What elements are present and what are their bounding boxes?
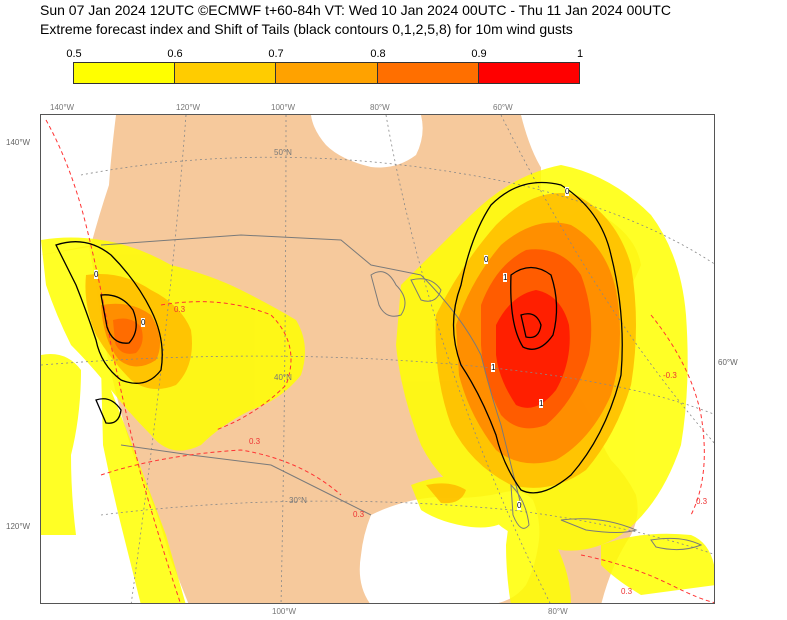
colorbar-tick-1: 1 [576, 48, 584, 60]
top-lon-label-100w: 100°W [271, 103, 296, 112]
map-svg [41, 115, 714, 603]
grid-lat-30n [100, 500, 714, 555]
colorbar-tick-0-6: 0.6 [167, 48, 183, 60]
sot-contour-west [55, 241, 163, 384]
sot-contour-core [520, 313, 542, 339]
grid-lon-80w [385, 115, 551, 603]
efi-yellow-south [506, 505, 571, 603]
grid-lon-60w [500, 115, 714, 444]
top-lon-label-140w: 140°W [50, 103, 75, 112]
efi-contour-west [45, 119, 181, 603]
sot-contour-east-outer [452, 181, 623, 494]
lat-label-40n: 40°N [274, 373, 292, 382]
coastlines [100, 234, 703, 551]
colorbar-tick-0-7: 0.7 [268, 48, 284, 60]
colorbar-segment-1 [73, 62, 175, 84]
efi-red-west [113, 318, 143, 354]
sot-contour-label: 0 [565, 187, 570, 196]
top-lon-label-60w: 60°W [493, 103, 513, 112]
efi-contour-interior [160, 301, 292, 431]
efi-dashed-contours [45, 119, 714, 603]
lat-label-50n: 50°N [274, 148, 292, 157]
colorbar-tick-0-9: 0.9 [471, 48, 487, 60]
colorbar-segment-4 [377, 62, 479, 84]
efi-yellow-coast [101, 365, 186, 603]
efi-contour-label: 0.3 [696, 497, 708, 506]
sot-contour-east-inner [510, 266, 558, 350]
sot-contour-label: 1 [503, 273, 508, 282]
colorbar-segment-5 [478, 62, 580, 84]
efi-amber-gulf [426, 483, 466, 504]
cuba [560, 518, 638, 533]
sot-contour-label: 0 [94, 270, 99, 279]
florida [510, 483, 530, 529]
efi-contour-label: 0.3 [249, 437, 261, 446]
east-coast [420, 274, 522, 506]
right-label-60w: 60°W [718, 358, 738, 367]
efi-yellow-pac-edge [41, 354, 81, 535]
efi-contour-south [100, 449, 342, 496]
lat-label-30n: 30°N [289, 496, 307, 505]
sot-contour-label: 1 [491, 363, 496, 372]
sot-contour-label: 0 [517, 501, 522, 510]
left-label-140w: 140°W [6, 138, 31, 147]
great-lakes [370, 271, 442, 317]
ocean-pacific-nw [41, 115, 116, 255]
us-canada-border [100, 234, 422, 276]
efi-contour-label: 0.3 [353, 510, 365, 519]
left-label-120w: 120°W [6, 522, 31, 531]
colorbar-tick-0-5: 0.5 [66, 48, 82, 60]
sot-black-contours [55, 181, 623, 494]
bottom-lon-label-100w: 100°W [272, 607, 297, 616]
map-panel: 50°N 40°N 30°N 0.3 0.3 0.3 0.3 0.3 -0.3 … [40, 114, 715, 604]
sot-contour-label: 0 [484, 255, 489, 264]
colorbar-tick-0-8: 0.8 [370, 48, 386, 60]
sot-contour-label: 0 [141, 318, 146, 327]
top-lon-label-120w: 120°W [176, 103, 201, 112]
top-lon-label-80w: 80°W [370, 103, 390, 112]
efi-contour-east [650, 314, 705, 516]
grid-lat-50n [80, 156, 714, 265]
sot-contour-nevada [95, 398, 122, 424]
title-line-1: Sun 07 Jan 2024 12UTC ©ECMWF t+60-84h VT… [40, 2, 671, 18]
sot-contour-label: 1 [539, 399, 544, 408]
colorbar-segment-2 [174, 62, 276, 84]
colorbar-segment-3 [275, 62, 378, 84]
us-mexico-border [120, 444, 372, 516]
ocean-hudson-bay [311, 115, 423, 168]
hispaniola [650, 537, 703, 551]
sot-contour-west-inner [100, 294, 137, 344]
bottom-lon-label-80w: 80°W [548, 607, 568, 616]
efi-contour-label: -0.3 [663, 371, 677, 380]
title-line-2: Extreme forecast index and Shift of Tail… [40, 21, 573, 37]
efi-contour-label: 0.3 [621, 587, 633, 596]
efi-contour-label: 0.3 [174, 305, 186, 314]
efi-red [113, 249, 592, 429]
